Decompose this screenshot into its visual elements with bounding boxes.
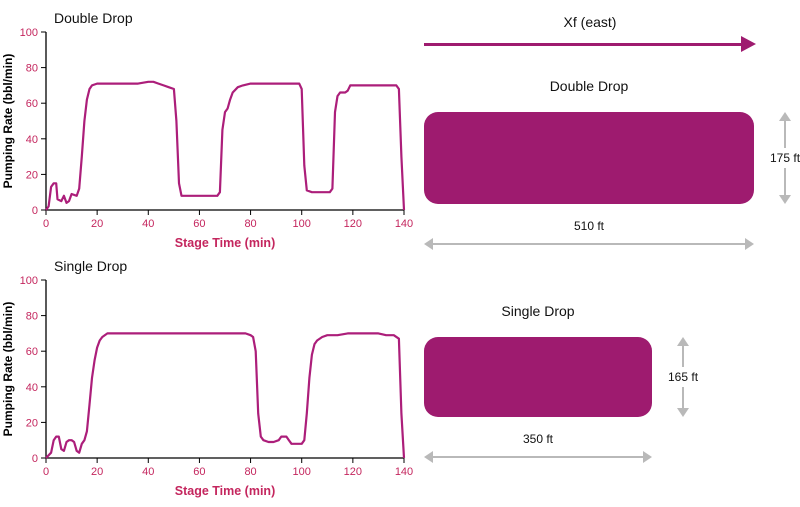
x-tick-label: 120 xyxy=(344,466,362,478)
single-drop-schematic-title: Single Drop xyxy=(501,303,575,319)
xf-east-label: Xf (east) xyxy=(563,14,617,30)
y-tick-label: 100 xyxy=(20,275,38,287)
x-tick-label: 80 xyxy=(244,218,256,230)
charts-column: Double Drop 0 20 40 60 80 100 120 140 0 20 40 60 80 1… xyxy=(0,10,418,502)
arrow-line xyxy=(432,243,746,245)
y-tick-label: 40 xyxy=(26,134,38,146)
double-drop-chart-title: Double Drop xyxy=(54,10,133,26)
arrow-up-icon xyxy=(676,337,690,367)
x-tick-label: 20 xyxy=(91,466,103,478)
x-tick-label: 140 xyxy=(395,218,413,230)
x-tick-label: 60 xyxy=(193,218,205,230)
x-tick-label: 0 xyxy=(43,218,49,230)
single-drop-chart-block: Single Drop 0 20 40 60 80 100 120 140 0 20 40 60 80 1… xyxy=(0,258,418,502)
single-drop-width-dimension: 350 ft xyxy=(424,429,652,464)
single-drop-width-label: 350 ft xyxy=(522,432,554,446)
y-tick-label: 60 xyxy=(26,98,38,110)
double-drop-frac-rectangle xyxy=(424,112,754,204)
double-drop-plot: 0 20 40 60 80 100 120 140 0 20 40 60 80 100 Stage Time… xyxy=(1,27,413,250)
x-tick-label: 20 xyxy=(91,218,103,230)
x-tick-label: 120 xyxy=(344,218,362,230)
double-drop-schematic: Double Drop 175 ft 510 ft xyxy=(424,78,800,251)
single-drop-chart-title: Single Drop xyxy=(54,258,128,274)
double-drop-chart-block: Double Drop 0 20 40 60 80 100 120 140 0 20 40 60 80 1… xyxy=(0,10,418,254)
x-tick-label: 140 xyxy=(395,466,413,478)
xf-east-arrowhead-icon xyxy=(741,36,756,52)
pumping-rate-line xyxy=(45,80,406,211)
single-drop-chart: 0 20 40 60 80 100 120 140 0 20 40 60 80 100 Stage Time… xyxy=(0,274,418,502)
y-axis-label: Pumping Rate (bbl/min) xyxy=(1,54,15,189)
single-drop-frac-rectangle xyxy=(424,337,652,417)
single-drop-shape-row: 165 ft xyxy=(424,337,800,417)
arrow-down-icon xyxy=(676,387,690,417)
double-drop-width-label: 510 ft xyxy=(573,219,605,233)
xf-east-arrow xyxy=(424,36,756,52)
single-drop-height-dimension: 165 ft xyxy=(668,337,698,417)
double-drop-shape-row: 175 ft xyxy=(424,112,800,204)
x-tick-label: 60 xyxy=(193,466,205,478)
x-tick-label: 100 xyxy=(293,218,311,230)
double-drop-chart: 0 20 40 60 80 100 120 140 0 20 40 60 80 100 Stage Time… xyxy=(0,26,418,254)
x-tick-label: 40 xyxy=(142,466,154,478)
x-tick-label: 40 xyxy=(142,218,154,230)
double-drop-schematic-title: Double Drop xyxy=(549,78,629,94)
single-drop-plot: 0 20 40 60 80 100 120 140 0 20 40 60 80 100 Stage Time… xyxy=(1,275,413,498)
arrow-up-icon xyxy=(778,112,792,148)
y-tick-label: 40 xyxy=(26,382,38,394)
y-tick-label: 0 xyxy=(32,205,38,217)
x-axis-label: Stage Time (min) xyxy=(175,484,275,498)
y-tick-label: 80 xyxy=(26,63,38,75)
x-axis-label: Stage Time (min) xyxy=(175,236,275,250)
y-tick-label: 60 xyxy=(26,346,38,358)
y-tick-label: 20 xyxy=(26,169,38,181)
single-drop-height-label: 165 ft xyxy=(668,370,699,384)
double-drop-height-label: 175 ft xyxy=(770,151,800,165)
y-tick-label: 100 xyxy=(20,27,38,39)
y-tick-label: 20 xyxy=(26,417,38,429)
x-tick-label: 80 xyxy=(244,466,256,478)
arrow-line xyxy=(432,456,644,458)
x-tick-label: 100 xyxy=(293,466,311,478)
double-drop-width-dimension: 510 ft xyxy=(424,216,754,251)
double-drop-height-dimension: 175 ft xyxy=(770,112,800,204)
xf-east-arrow-line xyxy=(424,42,744,46)
x-tick-label: 0 xyxy=(43,466,49,478)
single-drop-schematic: Single Drop 165 ft 350 ft xyxy=(424,303,800,464)
y-tick-label: 80 xyxy=(26,311,38,323)
y-tick-label: 0 xyxy=(32,453,38,465)
arrow-down-icon xyxy=(778,168,792,204)
schematic-column: Xf (east) Double Drop 175 ft 510 ft Sing… xyxy=(418,0,800,499)
pumping-rate-line xyxy=(45,332,406,459)
double-headed-arrow-icon xyxy=(424,450,652,464)
double-headed-arrow-icon xyxy=(424,237,754,251)
y-axis-label: Pumping Rate (bbl/min) xyxy=(1,302,15,437)
